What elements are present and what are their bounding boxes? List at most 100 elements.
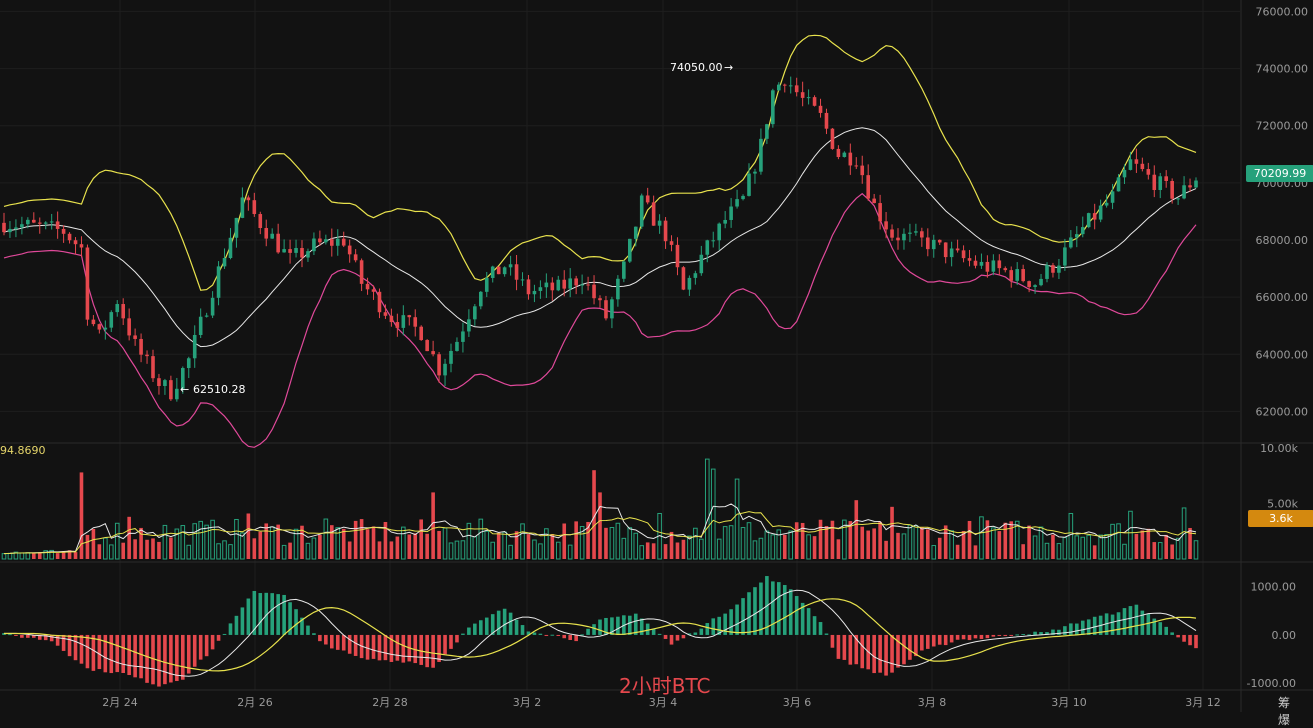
- candle: [818, 98, 823, 118]
- volume-bar: [704, 458, 710, 560]
- candle: [812, 95, 817, 107]
- macd-bar: [109, 634, 114, 674]
- candle-body: [800, 92, 805, 98]
- volume-bar: [1152, 542, 1157, 559]
- candle: [26, 217, 30, 229]
- volume-bar: [210, 519, 215, 560]
- volume-bar: [448, 542, 454, 560]
- candle-body: [806, 97, 811, 99]
- volume-bar: [318, 534, 322, 559]
- candle-body: [1033, 285, 1037, 287]
- candle: [341, 231, 346, 248]
- candle: [1045, 262, 1049, 283]
- volume-bar: [931, 545, 937, 560]
- candle: [127, 308, 131, 341]
- macd-bar: [568, 634, 572, 640]
- macd-bar: [192, 634, 197, 667]
- candle: [1140, 157, 1145, 172]
- candle: [389, 308, 394, 327]
- candle-body: [1182, 185, 1186, 199]
- candle-body: [574, 278, 578, 286]
- macd-bar: [973, 634, 978, 639]
- macd-bar: [222, 633, 227, 635]
- candle-body: [556, 279, 561, 291]
- volume-bar: [836, 539, 841, 559]
- macd-bar: [639, 618, 644, 635]
- candle: [651, 195, 656, 226]
- candle-body: [282, 249, 286, 253]
- time-tick-label: 2月 26: [237, 696, 273, 709]
- candle-body: [306, 251, 310, 258]
- macd-bar: [49, 634, 54, 642]
- volume-bar: [61, 551, 66, 559]
- macd-bar: [651, 628, 656, 635]
- candle: [937, 239, 942, 245]
- candle-body: [145, 354, 149, 357]
- candle: [8, 221, 12, 238]
- macd-bar: [389, 634, 394, 662]
- candle-body: [943, 242, 948, 258]
- macd-bar: [455, 634, 459, 643]
- volume-bar: [157, 541, 161, 559]
- candle-body: [264, 228, 269, 239]
- volume-bar: [592, 470, 596, 559]
- candle-body: [884, 221, 888, 230]
- corner-text: 筹 爆: [1278, 696, 1295, 727]
- volume-bar: [973, 545, 978, 559]
- candle: [91, 315, 96, 327]
- macd-bar: [991, 634, 996, 637]
- macd-bar: [669, 634, 674, 645]
- volume-bar: [401, 526, 406, 560]
- candle-body: [1122, 169, 1127, 178]
- macd-bar: [32, 634, 36, 638]
- candle-body: [353, 254, 358, 261]
- macd-bar: [330, 634, 334, 649]
- volume-bar: [562, 523, 567, 559]
- candle-body: [848, 152, 853, 166]
- candle: [246, 195, 251, 211]
- macd-bar: [824, 633, 829, 635]
- volume-bar: [1086, 534, 1092, 560]
- volume-bar: [740, 527, 746, 560]
- candle: [681, 266, 686, 291]
- volume-bar: [639, 545, 645, 560]
- candle-body: [1164, 176, 1168, 182]
- volume-bar: [186, 544, 192, 560]
- candle-body: [312, 238, 316, 252]
- candle: [490, 265, 495, 283]
- volume-bar: [716, 538, 722, 560]
- volume-bar: [425, 533, 429, 559]
- candle-body: [210, 297, 215, 316]
- macd-bar: [872, 634, 876, 674]
- macd-bar: [514, 619, 519, 635]
- volume-bar: [85, 534, 90, 559]
- candle-body: [520, 279, 525, 281]
- candle-body: [1104, 202, 1109, 206]
- volume-ma-slow: [3, 511, 1197, 555]
- candle: [794, 77, 799, 97]
- volume-bar: [609, 527, 615, 560]
- candle-body: [818, 105, 823, 113]
- candle: [836, 145, 841, 160]
- candle-body: [73, 240, 78, 245]
- macd-bar: [777, 582, 781, 635]
- volume-bar: [734, 478, 740, 560]
- candle-body: [2, 222, 6, 233]
- candle: [383, 304, 388, 319]
- candle: [234, 217, 239, 248]
- candle: [931, 234, 936, 258]
- volume-bar: [37, 552, 42, 559]
- volume-bar: [359, 519, 364, 559]
- candle: [675, 237, 680, 276]
- macd-bar: [556, 634, 561, 636]
- candle: [407, 314, 412, 326]
- candle-body: [413, 317, 418, 327]
- candle-body: [628, 238, 632, 262]
- candle: [967, 249, 972, 267]
- volume-bar: [1027, 525, 1031, 559]
- candle: [353, 249, 358, 263]
- candle: [788, 76, 793, 94]
- candle-body: [812, 97, 817, 106]
- macd-bar: [532, 632, 537, 635]
- candle-body: [931, 239, 936, 250]
